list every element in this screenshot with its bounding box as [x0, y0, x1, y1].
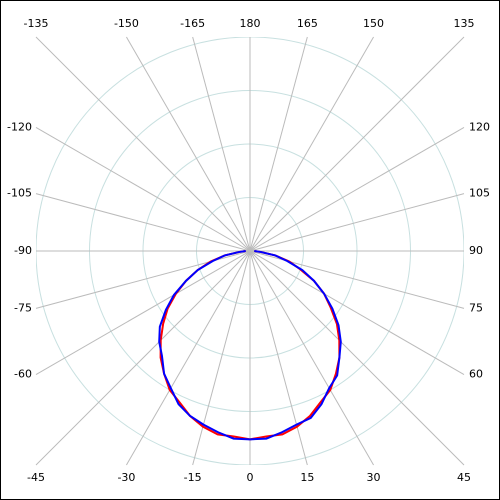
angle-label: -75	[14, 301, 32, 314]
angle-label: 150	[363, 17, 384, 30]
angle-label: -60	[14, 368, 32, 381]
angle-label: -120	[7, 120, 32, 133]
spoke	[249, 250, 465, 466]
spoke	[249, 250, 465, 375]
spoke	[126, 36, 251, 252]
angle-label: 135	[454, 17, 475, 30]
spoke	[249, 250, 308, 466]
angle-label: -105	[7, 187, 32, 200]
spoke	[192, 250, 251, 466]
angle-label: 120	[469, 120, 490, 133]
angle-label: -150	[114, 17, 139, 30]
angle-label: 180	[240, 17, 261, 30]
angle-label: 30	[367, 471, 381, 484]
angle-label: 45	[457, 471, 471, 484]
angle-label: 90	[469, 244, 483, 257]
spoke	[249, 36, 374, 252]
curve	[158, 250, 342, 441]
spoke	[35, 250, 251, 466]
angle-label: -30	[117, 471, 135, 484]
angle-label: -135	[24, 17, 49, 30]
angle-label: 105	[469, 187, 490, 200]
spoke	[249, 127, 465, 252]
spoke	[126, 250, 251, 466]
angle-label: -45	[27, 471, 45, 484]
spoke	[35, 127, 251, 252]
spoke	[249, 36, 465, 252]
spoke	[35, 250, 251, 375]
spoke	[249, 250, 374, 466]
spoke	[192, 36, 251, 252]
angle-label: -90	[14, 244, 32, 257]
angle-label: 60	[469, 368, 483, 381]
angle-label: 15	[300, 471, 314, 484]
angle-label: -165	[180, 17, 205, 30]
angle-label: -15	[184, 471, 202, 484]
angle-label: 165	[297, 17, 318, 30]
spoke	[35, 36, 251, 252]
spoke	[249, 36, 308, 252]
angle-label: 75	[469, 301, 483, 314]
angle-label: 0	[247, 471, 254, 484]
spoke	[35, 193, 251, 252]
spoke	[249, 193, 465, 252]
